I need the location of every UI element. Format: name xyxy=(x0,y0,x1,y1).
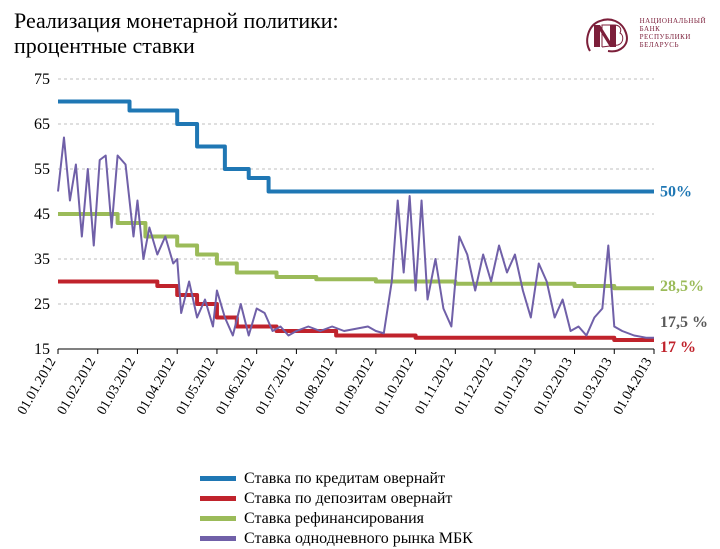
bank-logo: НАЦИОНАЛЬНЫЙ БАНК РЕСПУБЛИКИ БЕЛАРУСЬ xyxy=(580,11,706,55)
svg-text:75: 75 xyxy=(34,71,50,88)
svg-text:01.11.2012: 01.11.2012 xyxy=(413,355,457,417)
svg-text:01.10.2012: 01.10.2012 xyxy=(373,355,417,417)
svg-text:01.08.2012: 01.08.2012 xyxy=(293,355,337,417)
header-bar: Реализация монетарной политики: процентн… xyxy=(0,0,720,69)
svg-text:28,5%: 28,5% xyxy=(660,278,704,295)
title-line-1: Реализация монетарной политики: xyxy=(14,8,339,33)
legend-label: Ставка однодневного рынка МБК xyxy=(244,530,473,548)
bank-text-2: БАНК xyxy=(640,25,661,33)
page-title: Реализация монетарной политики: процентн… xyxy=(14,8,339,59)
svg-text:25: 25 xyxy=(34,296,50,313)
legend-swatch xyxy=(200,496,236,501)
chart-legend: Ставка по кредитам овернайт Ставка по деп… xyxy=(200,469,473,549)
legend-label: Ставка рефинансирования xyxy=(244,510,424,528)
svg-text:17,5 %: 17,5 % xyxy=(660,314,708,331)
svg-text:01.12.2012: 01.12.2012 xyxy=(452,355,496,417)
svg-text:01.04.2012: 01.04.2012 xyxy=(134,355,178,417)
svg-text:01.01.2013: 01.01.2013 xyxy=(492,355,536,417)
title-line-2: процентные ставки xyxy=(14,33,195,58)
svg-text:01.07.2012: 01.07.2012 xyxy=(253,355,297,417)
legend-swatch xyxy=(200,516,236,521)
svg-text:55: 55 xyxy=(34,161,50,178)
svg-text:01.04.2013: 01.04.2013 xyxy=(611,355,655,417)
bank-text-3: РЕСПУБЛИКИ xyxy=(640,33,691,41)
svg-text:01.02.2012: 01.02.2012 xyxy=(55,355,99,417)
legend-swatch xyxy=(200,536,236,541)
legend-label: Ставка по депозитам овернайт xyxy=(244,490,452,508)
legend-label: Ставка по кредитам овернайт xyxy=(244,470,445,488)
bank-text-1: НАЦИОНАЛЬНЫЙ xyxy=(640,17,706,25)
nb-logo-icon xyxy=(580,11,634,55)
svg-text:01.03.2012: 01.03.2012 xyxy=(94,355,138,417)
svg-text:01.02.2013: 01.02.2013 xyxy=(532,355,576,417)
svg-text:01.03.2013: 01.03.2013 xyxy=(571,355,615,417)
bank-text-4: БЕЛАРУСЬ xyxy=(640,41,679,49)
svg-text:17 %: 17 % xyxy=(660,338,696,355)
legend-item-refinance: Ставка рефинансирования xyxy=(200,509,473,529)
bank-logo-text: НАЦИОНАЛЬНЫЙ БАНК РЕСПУБЛИКИ БЕЛАРУСЬ xyxy=(640,17,706,49)
chart-area: 1525354555657501.01.201201.02.201201.03.… xyxy=(0,69,720,539)
svg-text:15: 15 xyxy=(34,341,50,358)
svg-text:65: 65 xyxy=(34,116,50,133)
svg-text:01.01.2012: 01.01.2012 xyxy=(15,355,59,417)
legend-item-overnight_credit: Ставка по кредитам овернайт xyxy=(200,469,473,489)
svg-text:45: 45 xyxy=(34,206,50,223)
svg-text:01.05.2012: 01.05.2012 xyxy=(174,355,218,417)
svg-text:35: 35 xyxy=(34,251,50,268)
svg-text:01.06.2012: 01.06.2012 xyxy=(214,355,258,417)
legend-swatch xyxy=(200,476,236,481)
svg-text:50%: 50% xyxy=(660,183,692,200)
legend-item-mbk_overnight: Ставка однодневного рынка МБК xyxy=(200,529,473,549)
legend-item-overnight_deposit: Ставка по депозитам овернайт xyxy=(200,489,473,509)
svg-text:01.09.2012: 01.09.2012 xyxy=(333,355,377,417)
